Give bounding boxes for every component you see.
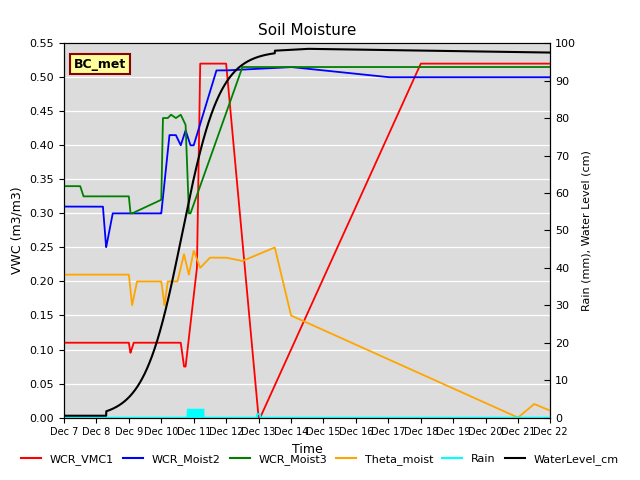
Y-axis label: VWC (m3/m3): VWC (m3/m3) [11,187,24,274]
Text: BC_met: BC_met [74,58,126,71]
X-axis label: Time: Time [292,443,323,456]
Title: Soil Moisture: Soil Moisture [258,23,356,38]
Legend: WCR_VMC1, WCR_Moist2, WCR_Moist3, Theta_moist, Rain, WaterLevel_cm: WCR_VMC1, WCR_Moist2, WCR_Moist3, Theta_… [17,450,623,469]
Y-axis label: Rain (mm), Water Level (cm): Rain (mm), Water Level (cm) [582,150,592,311]
